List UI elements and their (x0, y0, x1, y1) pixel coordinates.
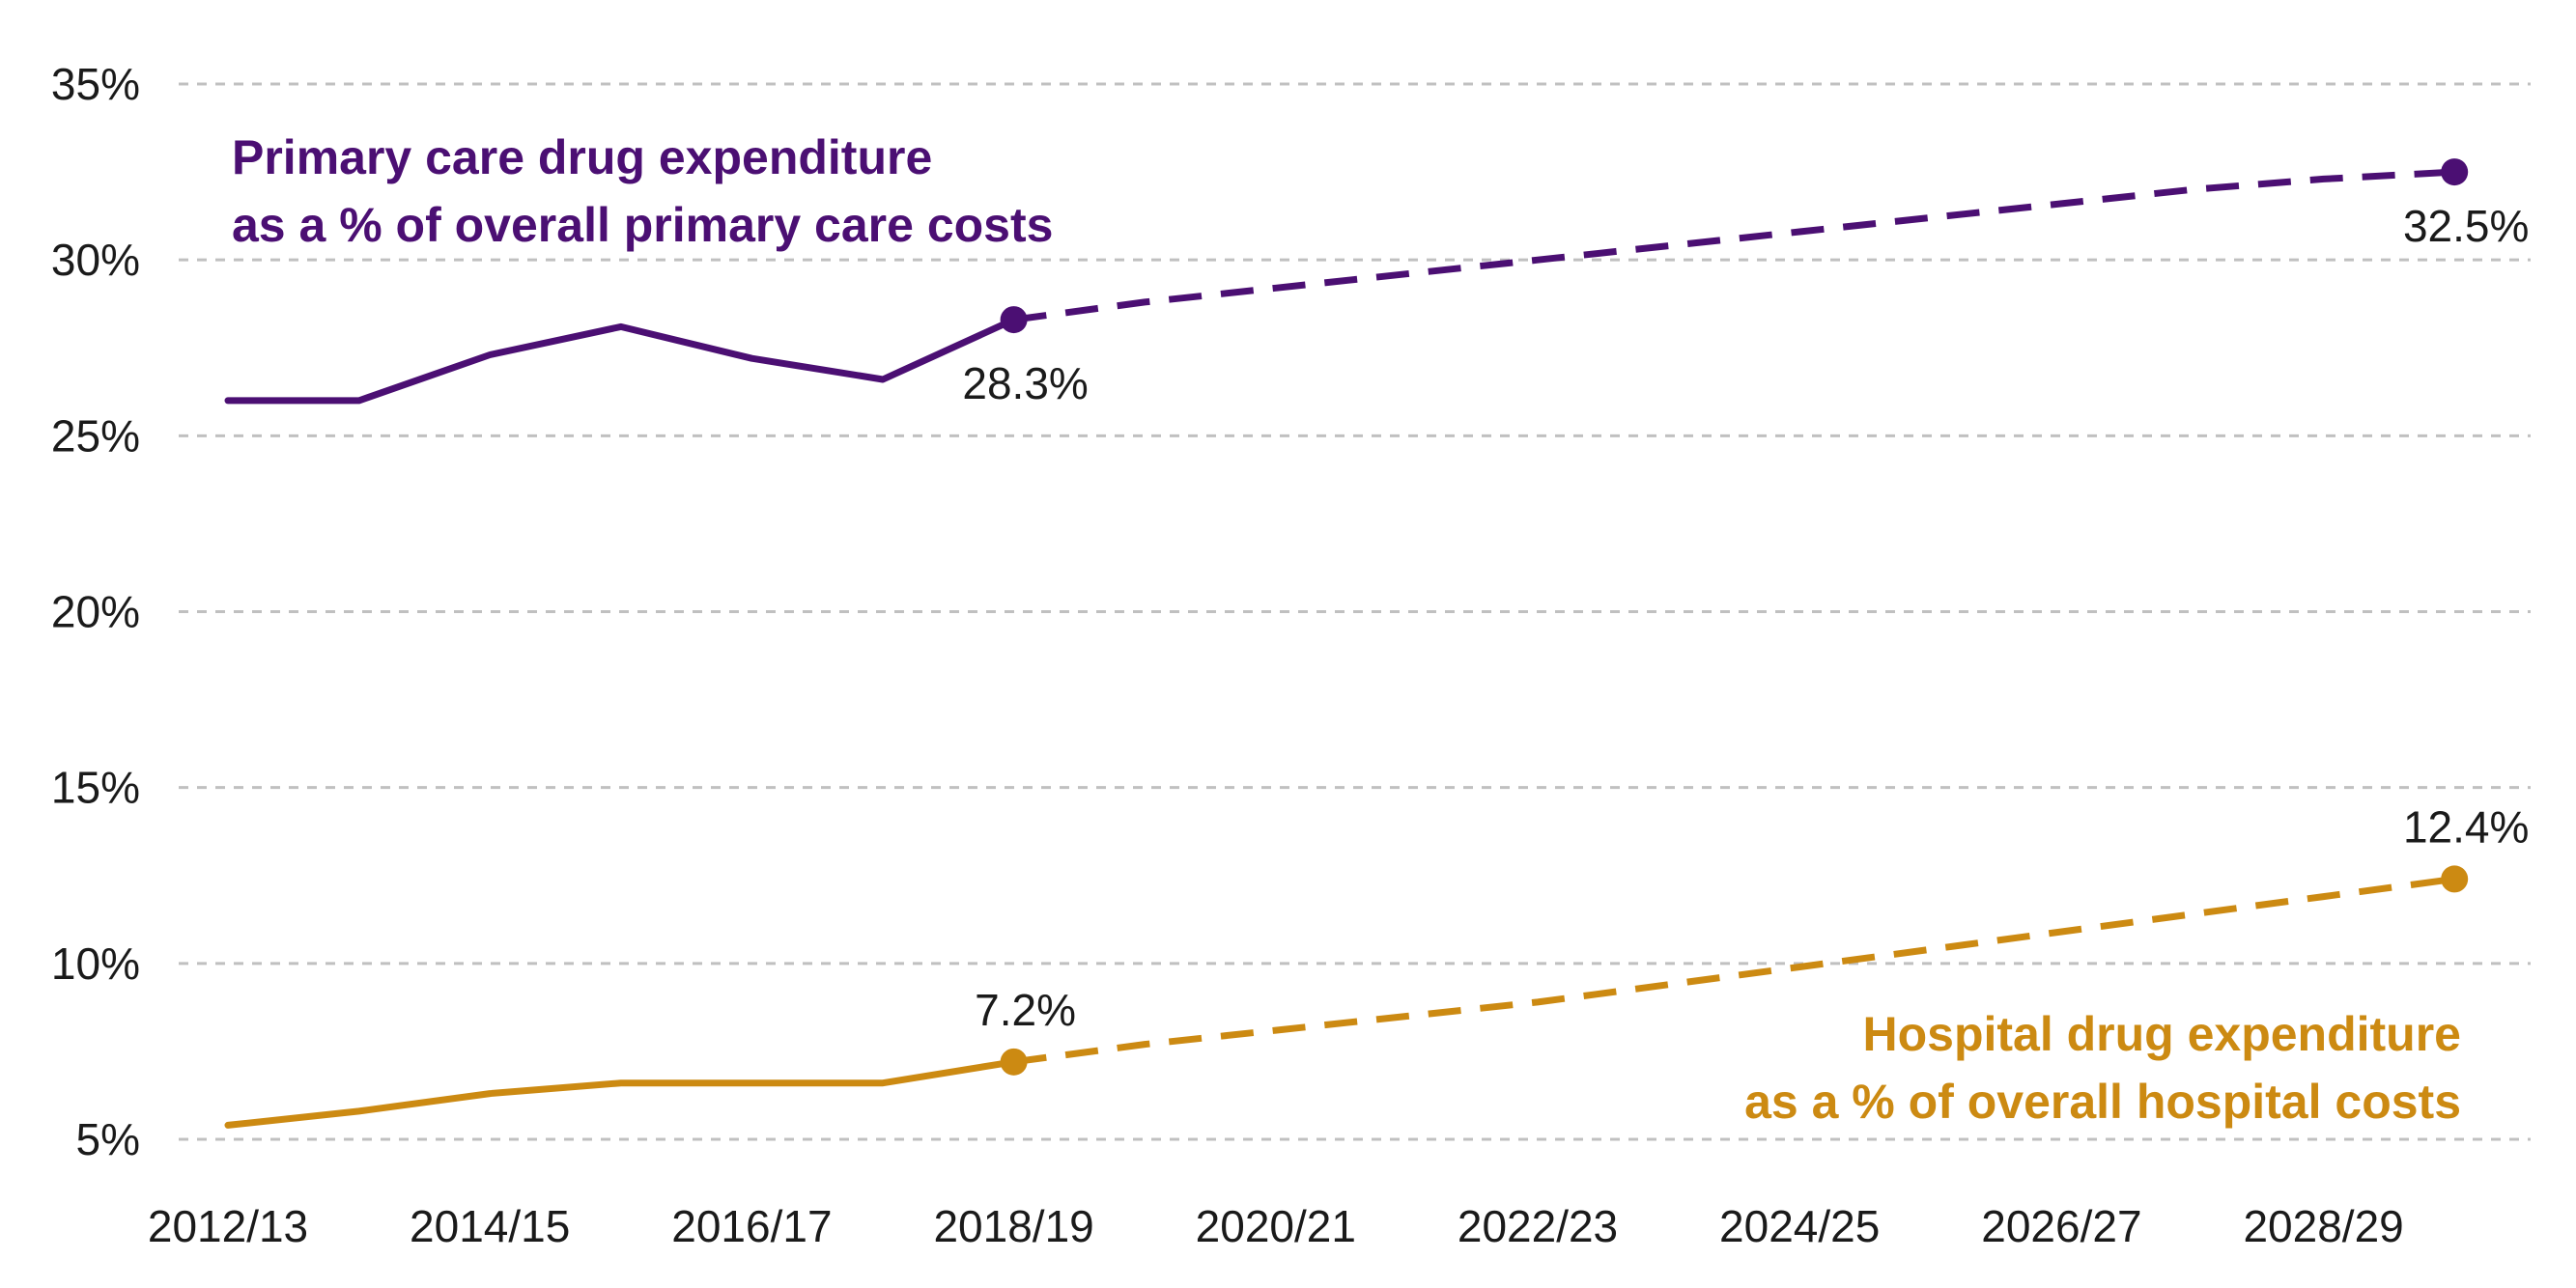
highlighted-points (1000, 158, 2469, 1076)
x-tick-label: 2028/29 (2243, 1201, 2403, 1251)
y-axis-tick-labels: 5% 10% 15% 20% 25% 30% 35% (51, 59, 140, 1164)
y-tick-label: 20% (51, 587, 140, 637)
primary-data-label: 28.3% (962, 358, 1088, 408)
x-axis-tick-labels: 2012/13 2014/15 2016/17 2018/19 2020/21 2022/… (148, 1201, 2404, 1251)
x-tick-label: 2012/13 (148, 1201, 308, 1251)
primary-projected-line (1013, 168, 2455, 323)
hospital-data-label: 12.4% (2403, 801, 2529, 852)
gridlines (179, 82, 2531, 1141)
hospital-actual-line (224, 1058, 1018, 1129)
primary-series-label-line-2: as a % of overall primary care costs (232, 198, 1053, 252)
y-tick-label: 15% (51, 763, 140, 813)
y-tick-label: 10% (51, 938, 140, 989)
hospital-series-label-line-2: as a % of overall hospital costs (1744, 1075, 2461, 1129)
x-tick-label: 2022/23 (1458, 1201, 1618, 1251)
y-tick-label: 35% (51, 59, 140, 109)
primary-data-label: 32.5% (2403, 201, 2529, 251)
x-tick-label: 2024/25 (1719, 1201, 1880, 1251)
x-tick-label: 2016/17 (671, 1201, 832, 1251)
primary-point-marker (2441, 158, 2469, 186)
hospital-projected-line (1013, 875, 2455, 1066)
x-tick-label: 2014/15 (410, 1201, 570, 1251)
primary-point-marker (1000, 306, 1028, 334)
x-tick-label: 2018/19 (933, 1201, 1093, 1251)
x-tick-label: 2026/27 (1981, 1201, 2141, 1251)
primary-actual-line (224, 316, 1018, 405)
hospital-point-marker (1000, 1048, 1028, 1076)
data-labels: 28.3% 32.5% 7.2% 12.4% (962, 201, 2529, 1035)
x-tick-label: 2020/21 (1196, 1201, 1356, 1251)
hospital-series-label-line-1: Hospital drug expenditure (1862, 1007, 2461, 1061)
y-tick-label: 5% (76, 1114, 140, 1164)
hospital-point-marker (2441, 865, 2469, 893)
y-tick-label: 25% (51, 410, 140, 461)
series-lines (224, 168, 2455, 1129)
primary-series-label-line-1: Primary care drug expenditure (232, 130, 932, 184)
y-tick-label: 30% (51, 235, 140, 285)
hospital-data-label: 7.2% (975, 985, 1076, 1035)
